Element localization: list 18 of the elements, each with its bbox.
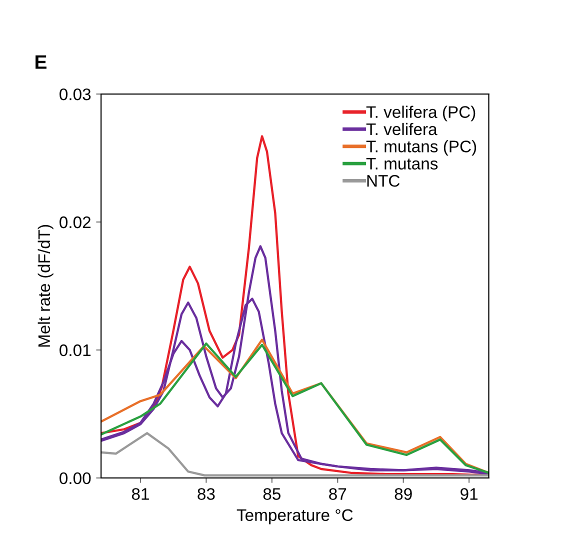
x-tick-label: 89 [394,488,412,500]
y-tick-label: 0.03 [60,88,91,100]
y-tick-label: 0.01 [60,344,91,356]
legend-label: NTC [367,174,400,187]
legend-label: T. mutans [366,158,438,170]
y-axis-title: Melt rate (dF/dT) [38,224,54,347]
x-tick-label: 87 [329,488,346,500]
chart-title: E [36,55,46,69]
y-tick-label: 0.00 [60,472,91,484]
legend-label: T. velifera [366,122,438,136]
x-tick-label: 91 [460,488,478,500]
x-axis-title: Temperature °C [236,509,353,524]
x-tick-label: 83 [198,488,215,500]
x-tick-label: 81 [132,488,149,500]
legend-label: T. velifera (PC) [366,106,476,122]
legend-label: T. mutans (PC) [366,140,476,156]
y-tick-label: 0.02 [60,216,91,228]
x-tick-label: 85 [263,488,280,500]
